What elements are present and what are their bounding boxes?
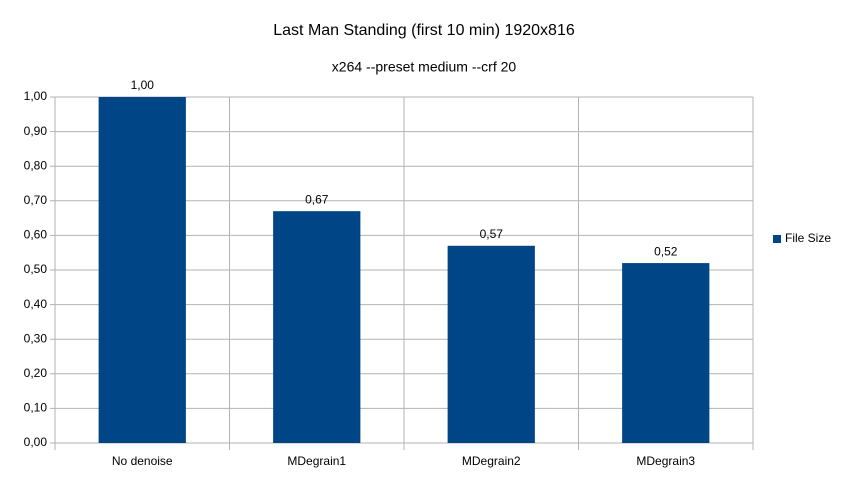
y-tick-label: 0,70: [24, 193, 48, 207]
chart-title: Last Man Standing (first 10 min) 1920x81…: [273, 22, 575, 39]
y-tick-label: 1,00: [24, 89, 48, 103]
y-tick-label: 0,50: [24, 262, 48, 276]
legend-swatch: [773, 235, 781, 243]
bar: [273, 211, 361, 443]
bar: [447, 245, 535, 443]
y-tick-label: 0,40: [24, 297, 48, 311]
legend-label: File Size: [785, 231, 831, 245]
y-tick-label: 0,20: [24, 366, 48, 380]
x-tick-label: No denoise: [112, 454, 173, 468]
y-tick-label: 0,80: [24, 158, 48, 172]
y-tick-label: 0,00: [24, 435, 48, 449]
bar: [98, 97, 186, 443]
value-label: 1,00: [131, 78, 155, 92]
y-tick-label: 0,90: [24, 124, 48, 138]
value-label: 0,67: [305, 192, 329, 206]
bar: [622, 263, 710, 443]
chart-subtitle: x264 --preset medium --crf 20: [332, 59, 517, 75]
y-tick-label: 0,10: [24, 401, 48, 415]
x-tick-label: MDegrain1: [287, 454, 346, 468]
x-tick-label: MDegrain3: [636, 454, 695, 468]
y-tick-label: 0,60: [24, 228, 48, 242]
value-label: 0,52: [654, 244, 678, 258]
value-label: 0,57: [480, 227, 504, 241]
y-tick-label: 0,30: [24, 331, 48, 345]
x-tick-label: MDegrain2: [462, 454, 521, 468]
